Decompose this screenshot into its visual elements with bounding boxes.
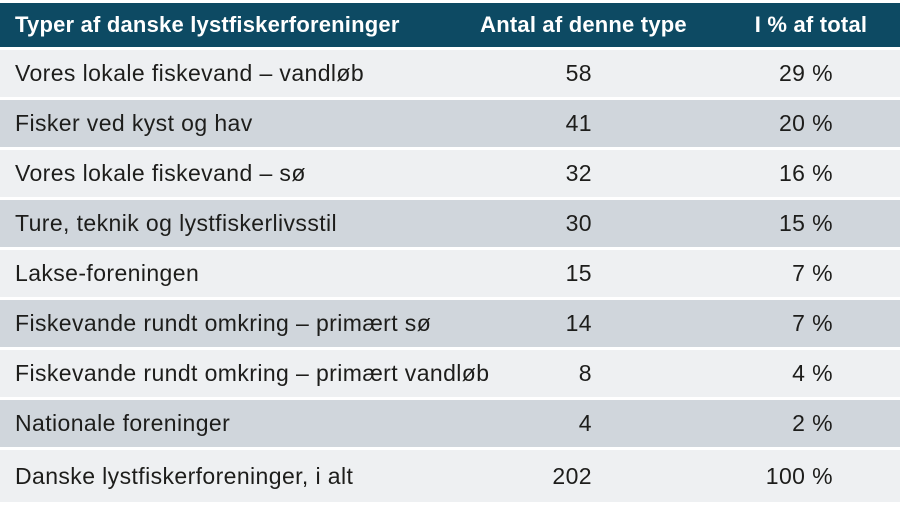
table-row: Fisker ved kyst og hav 41 20 % — [0, 100, 900, 147]
column-header-count: Antal af denne type — [445, 3, 722, 47]
percent-cell: 7 % — [722, 300, 900, 347]
percent-cell: 100 % — [722, 450, 900, 502]
percent-cell: 16 % — [722, 150, 900, 197]
count-cell: 58 — [445, 50, 722, 97]
count-cell: 14 — [445, 300, 722, 347]
percent-cell: 2 % — [722, 400, 900, 447]
percent-cell: 15 % — [722, 200, 900, 247]
percent-cell: 20 % — [722, 100, 900, 147]
type-cell: Nationale foreninger — [0, 400, 445, 447]
count-cell: 41 — [445, 100, 722, 147]
type-cell: Fiskevande rundt omkring – primært vandl… — [0, 350, 489, 397]
header-row: Typer af danske lystfiskerforeninger Ant… — [0, 3, 900, 47]
table-row: Vores lokale fiskevand – sø 32 16 % — [0, 150, 900, 197]
type-cell: Lakse-foreningen — [0, 250, 445, 297]
column-header-type: Typer af danske lystfiskerforeninger — [0, 3, 445, 47]
column-header-percent: I % af total — [722, 3, 900, 47]
table-row: Fiskevande rundt omkring – primært sø 14… — [0, 300, 900, 347]
type-cell: Ture, teknik og lystfiskerlivsstil — [0, 200, 445, 247]
type-cell: Danske lystfiskerforeninger, i alt — [0, 450, 445, 502]
count-cell: 4 — [445, 400, 722, 447]
count-cell: 8 — [445, 350, 722, 397]
count-cell: 15 — [445, 250, 722, 297]
table-row: Fiskevande rundt omkring – primært vandl… — [0, 350, 900, 397]
percent-cell: 4 % — [722, 350, 900, 397]
count-cell: 202 — [445, 450, 722, 502]
type-cell: Vores lokale fiskevand – sø — [0, 150, 445, 197]
table-row: Ture, teknik og lystfiskerlivsstil 30 15… — [0, 200, 900, 247]
count-cell: 30 — [445, 200, 722, 247]
percent-cell: 29 % — [722, 50, 900, 97]
type-cell: Fisker ved kyst og hav — [0, 100, 445, 147]
count-cell: 32 — [445, 150, 722, 197]
table-row: Nationale foreninger 4 2 % — [0, 400, 900, 447]
table-row: Lakse-foreningen 15 7 % — [0, 250, 900, 297]
percent-cell: 7 % — [722, 250, 900, 297]
table-row: Vores lokale fiskevand – vandløb 58 29 % — [0, 50, 900, 97]
table-row-total: Danske lystfiskerforeninger, i alt 202 1… — [0, 450, 900, 502]
type-cell: Vores lokale fiskevand – vandløb — [0, 50, 445, 97]
type-cell: Fiskevande rundt omkring – primært sø — [0, 300, 445, 347]
